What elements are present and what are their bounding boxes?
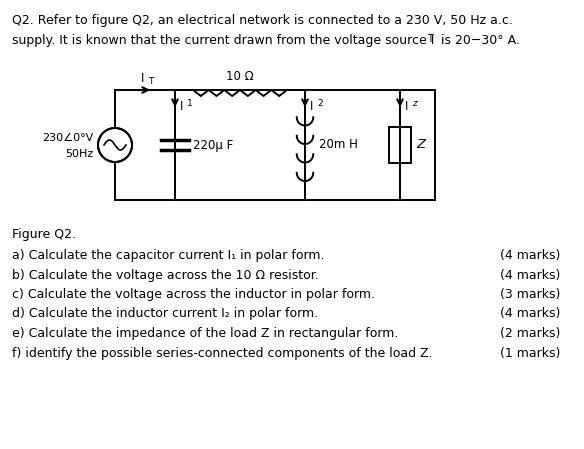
Text: 230∠0°V: 230∠0°V (41, 133, 93, 143)
Text: T: T (427, 34, 433, 44)
Text: Z: Z (416, 138, 425, 151)
Text: 50Hz: 50Hz (65, 149, 93, 159)
Text: I: I (405, 100, 408, 113)
Bar (389, 127, 411, 163)
Text: supply. It is known that the current drawn from the voltage source I: supply. It is known that the current dra… (12, 34, 434, 47)
Text: 220μ F: 220μ F (193, 138, 233, 151)
Text: a) Calculate the capacitor current I₁ in polar form.: a) Calculate the capacitor current I₁ in… (12, 249, 325, 262)
Text: Q2. Refer to figure Q2, an electrical network is connected to a 230 V, 50 Hz a.c: Q2. Refer to figure Q2, an electrical ne… (12, 14, 513, 27)
Text: I: I (180, 100, 183, 113)
Text: is 20−30° A.: is 20−30° A. (437, 34, 520, 47)
Text: T: T (148, 78, 154, 87)
Text: 2: 2 (317, 98, 322, 107)
Text: (3 marks): (3 marks) (500, 288, 560, 301)
Text: 1: 1 (187, 98, 193, 107)
Text: (4 marks): (4 marks) (500, 269, 560, 282)
Text: (1 marks): (1 marks) (500, 347, 560, 360)
Text: Figure Q2.: Figure Q2. (12, 228, 76, 241)
Text: e) Calculate the impedance of the load Z in rectangular form.: e) Calculate the impedance of the load Z… (12, 327, 398, 340)
Text: (2 marks): (2 marks) (500, 327, 560, 340)
Circle shape (98, 128, 132, 162)
Text: 20m H: 20m H (319, 138, 358, 151)
Text: 10 Ω: 10 Ω (226, 70, 254, 84)
Text: c) Calculate the voltage across the inductor in polar form.: c) Calculate the voltage across the indu… (12, 288, 375, 301)
Text: d) Calculate the inductor current I₂ in polar form.: d) Calculate the inductor current I₂ in … (12, 308, 318, 321)
Text: I: I (141, 72, 144, 85)
Text: z: z (412, 98, 417, 107)
Text: f) identify the possible series-connected components of the load Z.: f) identify the possible series-connecte… (12, 347, 433, 360)
Text: b) Calculate the voltage across the 10 Ω resistor.: b) Calculate the voltage across the 10 Ω… (12, 269, 319, 282)
Text: (4 marks): (4 marks) (500, 308, 560, 321)
Text: (4 marks): (4 marks) (500, 249, 560, 262)
Text: I: I (310, 100, 314, 113)
